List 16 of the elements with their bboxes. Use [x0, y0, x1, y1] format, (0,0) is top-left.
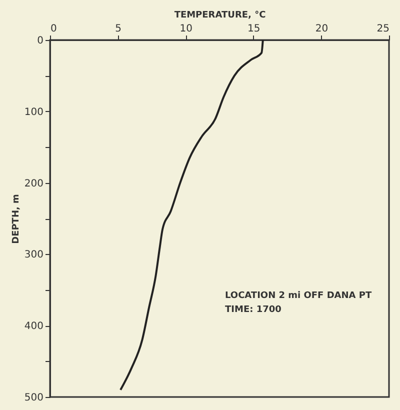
y-tick-label: 100	[24, 106, 44, 118]
x-tick-label: 0	[50, 24, 57, 34]
y-tick-label: 0	[37, 36, 44, 46]
x-tick-label: 25	[376, 24, 390, 34]
x-tick-label: 5	[115, 24, 122, 34]
y-tick-label: 300	[24, 250, 44, 261]
annotation: LOCATION 2 mi OFF DANA PT	[225, 291, 372, 301]
x-tick-label: 15	[248, 24, 260, 34]
x-axis-title: TEMPERATURE, °C	[174, 10, 266, 20]
x-tick-label: 20	[315, 24, 328, 34]
y-tick-label: 400	[24, 321, 44, 332]
y-tick-label: 200	[24, 178, 44, 190]
x-tick-label: 10	[180, 24, 192, 34]
y-axis-title: DEPTH, m	[11, 194, 22, 244]
y-tick-label: 500	[24, 392, 44, 404]
annotation: TIME: 1700	[225, 305, 282, 315]
